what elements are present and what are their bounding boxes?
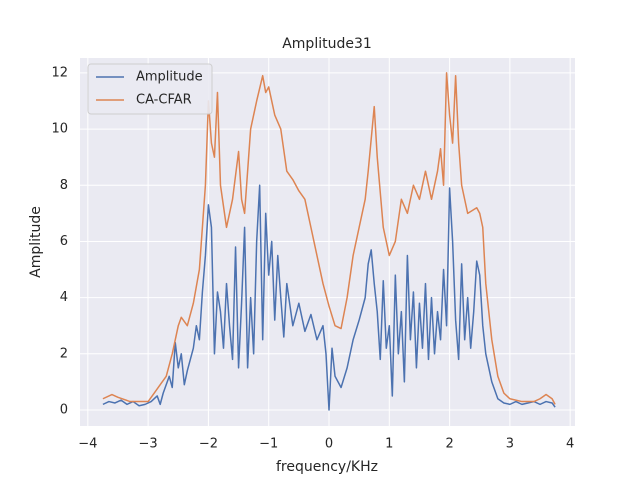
y-tick-label: 12 bbox=[51, 65, 68, 80]
series-line bbox=[102, 184, 556, 411]
x-tick-label: 4 bbox=[566, 437, 574, 452]
x-tick-label: −3 bbox=[139, 437, 158, 452]
y-tick-label: 0 bbox=[60, 402, 68, 417]
x-tick-label: 1 bbox=[385, 437, 393, 452]
x-tick-label: −4 bbox=[78, 437, 97, 452]
chart-title: Amplitude31 bbox=[282, 36, 372, 52]
x-tick-label: 2 bbox=[445, 437, 453, 452]
series-line bbox=[102, 72, 556, 405]
y-tick-label: 8 bbox=[60, 178, 68, 193]
y-tick-label: 6 bbox=[60, 234, 68, 249]
y-tick-label: 10 bbox=[51, 122, 68, 137]
x-tick-label: −2 bbox=[199, 437, 218, 452]
y-axis-label: Amplitude bbox=[28, 206, 44, 278]
x-tick-label: −1 bbox=[259, 437, 278, 452]
x-axis-label: frequency/KHz bbox=[276, 459, 378, 475]
y-tick-label: 4 bbox=[60, 290, 68, 305]
legend-label: CA-CFAR bbox=[136, 93, 192, 108]
legend-label: Amplitude bbox=[136, 70, 203, 85]
x-tick-label: 0 bbox=[325, 437, 333, 452]
plot-area bbox=[80, 58, 575, 426]
y-tick-label: 2 bbox=[60, 346, 68, 361]
x-tick-label: 3 bbox=[506, 437, 514, 452]
lines bbox=[102, 72, 556, 411]
legend: Amplitude CA-CFAR bbox=[87, 63, 213, 115]
